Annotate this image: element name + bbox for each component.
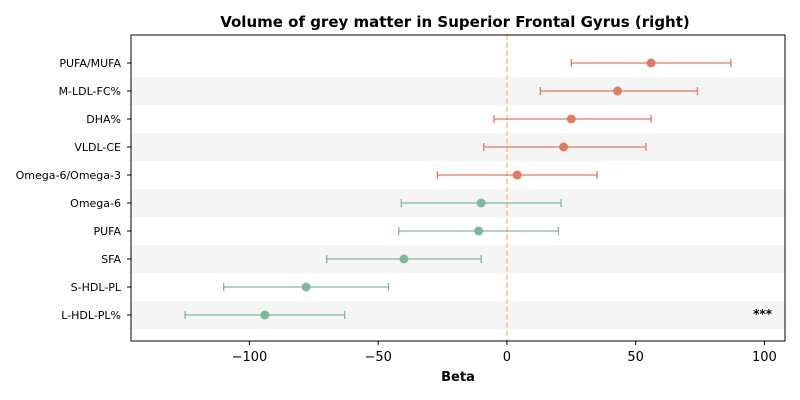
plot-frame	[130, 34, 786, 342]
chart-title: Volume of grey matter in Superior Fronta…	[220, 13, 690, 31]
x-tick-label: 100	[752, 350, 777, 365]
category-label: Omega-6	[70, 197, 121, 210]
x-tick-label: 0	[503, 350, 511, 365]
category-label: PUFA/MUFA	[59, 57, 121, 70]
category-label: L-HDL-PL%	[61, 309, 121, 322]
point-estimate	[260, 310, 270, 320]
x-tick-label: −50	[364, 350, 391, 365]
category-label: VLDL-CE	[74, 141, 121, 154]
row-band	[131, 133, 785, 161]
category-label: SFA	[101, 253, 121, 266]
x-tick-label: −100	[232, 350, 268, 365]
significance-marker: ***	[753, 307, 773, 321]
x-axis: −100 −50 0 50 100	[232, 341, 777, 365]
category-label: DHA%	[86, 113, 121, 126]
category-label: Omega-6/Omega-3	[16, 169, 121, 182]
point-estimate	[399, 254, 409, 264]
x-tick-label: 50	[627, 350, 644, 365]
category-labels: PUFA/MUFA M-LDL-FC% DHA% VLDL-CE Omega-6/Ome…	[16, 57, 131, 322]
point-estimate	[559, 142, 569, 152]
point-estimate	[566, 114, 576, 124]
point-estimate	[474, 226, 484, 236]
x-axis-label: Beta	[441, 370, 475, 385]
category-label: PUFA	[93, 225, 121, 238]
category-label: M-LDL-FC%	[59, 85, 121, 98]
point-estimate	[613, 86, 623, 96]
point-estimate	[512, 170, 522, 180]
category-label: S-HDL-PL	[71, 281, 122, 294]
data-marks: ***	[184, 58, 773, 321]
point-estimate	[301, 282, 311, 292]
point-estimate	[476, 198, 486, 208]
point-estimate	[646, 58, 656, 68]
